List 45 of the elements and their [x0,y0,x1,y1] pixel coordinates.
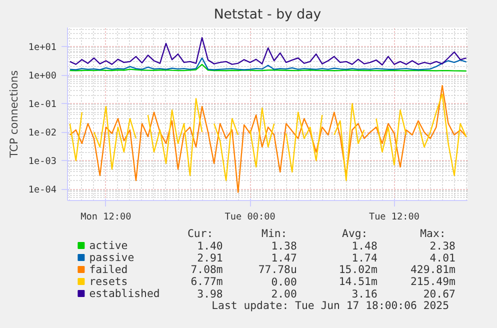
y-tick-label: 1e-01 [28,99,57,110]
text: Max: [420,227,446,240]
x-tick-label: Tue 00:00 [224,212,276,222]
legend-label: failed [89,263,128,276]
text: 7.08m [190,263,223,276]
text: 2.91 [197,252,223,264]
text: 2.00 [271,288,297,300]
y-tick-label: 1e-03 [28,156,57,168]
chart-title: Netstat - by day [214,8,322,22]
text: 1.40 [197,240,223,252]
text: 1.47 [271,252,297,264]
text: 3.16 [352,288,378,300]
legend-label: established [89,287,160,300]
legend-label: passive [89,251,134,264]
line-series [69,57,467,70]
text: Min: [262,227,288,240]
line-series [69,37,467,66]
line-series [69,85,467,193]
text: Last update: Tue Jun 17 18:00:06 2025 [212,299,450,312]
text: 429.81m [410,263,456,276]
text: Avg: [342,227,368,240]
text: 1.38 [271,240,297,252]
x-tick-label: Mon 12:00 [80,212,132,222]
x-tick-label: Tue 12:00 [368,212,420,222]
y-tick-label: 1e-04 [28,184,57,196]
text: 14.51m [338,275,378,288]
text: 6.77m [190,275,223,288]
text: 2.38 [430,240,456,252]
text: 215.49m [410,275,456,288]
y-tick-label: 1e-02 [28,128,57,139]
text: 77.78u [258,263,297,276]
legend-label: resets [89,275,128,288]
legend-label: active [89,239,128,252]
text: 15.02m [338,263,378,276]
y-axis-title: TCP connections [7,70,20,159]
text: 0.00 [271,276,297,288]
text: 3.98 [197,288,223,300]
line-series [69,64,467,72]
y-tick-label: 1e+00 [28,70,57,82]
text: 20.67 [423,288,456,300]
text: Cur: [188,227,214,240]
text: 1.48 [352,240,378,252]
text: 4.01 [430,252,456,264]
y-tick-label: 1e+01 [28,42,57,54]
text: 1.74 [352,252,378,264]
